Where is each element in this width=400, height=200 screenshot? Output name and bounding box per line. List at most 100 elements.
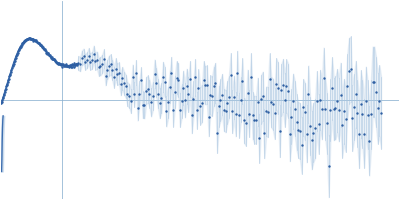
Point bbox=[65, 65, 72, 68]
Point bbox=[42, 52, 49, 55]
Point bbox=[112, 67, 119, 71]
Point bbox=[42, 48, 48, 51]
Point bbox=[234, 71, 240, 75]
Point bbox=[241, 119, 247, 122]
Point bbox=[278, 89, 284, 92]
Point bbox=[46, 54, 53, 57]
Point bbox=[45, 51, 52, 54]
Point bbox=[68, 65, 74, 69]
Point bbox=[38, 45, 45, 48]
Point bbox=[69, 65, 75, 69]
Point bbox=[339, 124, 345, 127]
Point bbox=[349, 116, 356, 119]
Point bbox=[27, 37, 33, 40]
Point bbox=[52, 60, 58, 63]
Point bbox=[221, 108, 227, 112]
Point bbox=[141, 103, 148, 106]
Point bbox=[172, 90, 178, 94]
Point bbox=[156, 102, 163, 105]
Point bbox=[60, 63, 67, 66]
Point bbox=[92, 59, 98, 63]
Point bbox=[86, 55, 92, 58]
Point bbox=[70, 65, 77, 68]
Point bbox=[315, 122, 322, 126]
Point bbox=[16, 48, 22, 52]
Point bbox=[21, 40, 28, 43]
Point bbox=[342, 118, 349, 121]
Point bbox=[1, 92, 8, 95]
Point bbox=[3, 87, 9, 90]
Point bbox=[326, 165, 332, 168]
Point bbox=[319, 108, 325, 111]
Point bbox=[258, 98, 264, 101]
Point bbox=[9, 66, 15, 69]
Point bbox=[344, 85, 350, 88]
Point bbox=[317, 98, 324, 102]
Point bbox=[7, 73, 13, 77]
Point bbox=[297, 129, 303, 133]
Point bbox=[51, 58, 57, 61]
Point bbox=[0, 95, 6, 98]
Point bbox=[155, 92, 161, 95]
Point bbox=[62, 62, 69, 65]
Point bbox=[99, 62, 105, 66]
Point bbox=[308, 138, 315, 142]
Point bbox=[324, 122, 330, 125]
Point bbox=[133, 71, 139, 74]
Point bbox=[238, 98, 244, 101]
Point bbox=[320, 76, 327, 80]
Point bbox=[24, 38, 30, 41]
Point bbox=[71, 62, 77, 65]
Point bbox=[59, 63, 65, 66]
Point bbox=[182, 99, 188, 102]
Point bbox=[337, 93, 344, 96]
Point bbox=[15, 50, 21, 53]
Point bbox=[263, 110, 269, 113]
Point bbox=[90, 53, 97, 56]
Point bbox=[13, 53, 20, 56]
Point bbox=[61, 63, 68, 66]
Point bbox=[77, 62, 83, 65]
Point bbox=[26, 37, 32, 40]
Point bbox=[286, 132, 293, 136]
Point bbox=[111, 75, 117, 79]
Point bbox=[27, 36, 34, 40]
Point bbox=[37, 43, 43, 47]
Point bbox=[35, 41, 42, 44]
Point bbox=[312, 127, 318, 130]
Point bbox=[54, 62, 60, 65]
Point bbox=[36, 42, 43, 46]
Point bbox=[0, 98, 6, 102]
Point bbox=[204, 83, 210, 86]
Point bbox=[0, 97, 6, 100]
Point bbox=[305, 93, 312, 96]
Point bbox=[10, 62, 17, 65]
Point bbox=[1, 93, 7, 96]
Point bbox=[273, 82, 280, 86]
Point bbox=[175, 78, 182, 82]
Point bbox=[30, 38, 36, 41]
Point bbox=[8, 70, 14, 73]
Point bbox=[33, 38, 39, 41]
Point bbox=[366, 139, 372, 142]
Point bbox=[3, 85, 10, 88]
Point bbox=[25, 37, 32, 40]
Point bbox=[48, 55, 55, 58]
Point bbox=[290, 99, 296, 103]
Point bbox=[151, 72, 158, 76]
Point bbox=[136, 92, 142, 95]
Point bbox=[160, 75, 166, 79]
Point bbox=[341, 110, 347, 113]
Point bbox=[192, 76, 198, 79]
Point bbox=[232, 113, 239, 116]
Point bbox=[44, 51, 50, 54]
Point bbox=[60, 64, 66, 67]
Point bbox=[351, 106, 357, 109]
Point bbox=[188, 114, 195, 117]
Point bbox=[94, 59, 100, 62]
Point bbox=[50, 57, 56, 61]
Point bbox=[55, 62, 62, 66]
Point bbox=[23, 38, 30, 42]
Point bbox=[197, 104, 203, 108]
Point bbox=[18, 43, 25, 47]
